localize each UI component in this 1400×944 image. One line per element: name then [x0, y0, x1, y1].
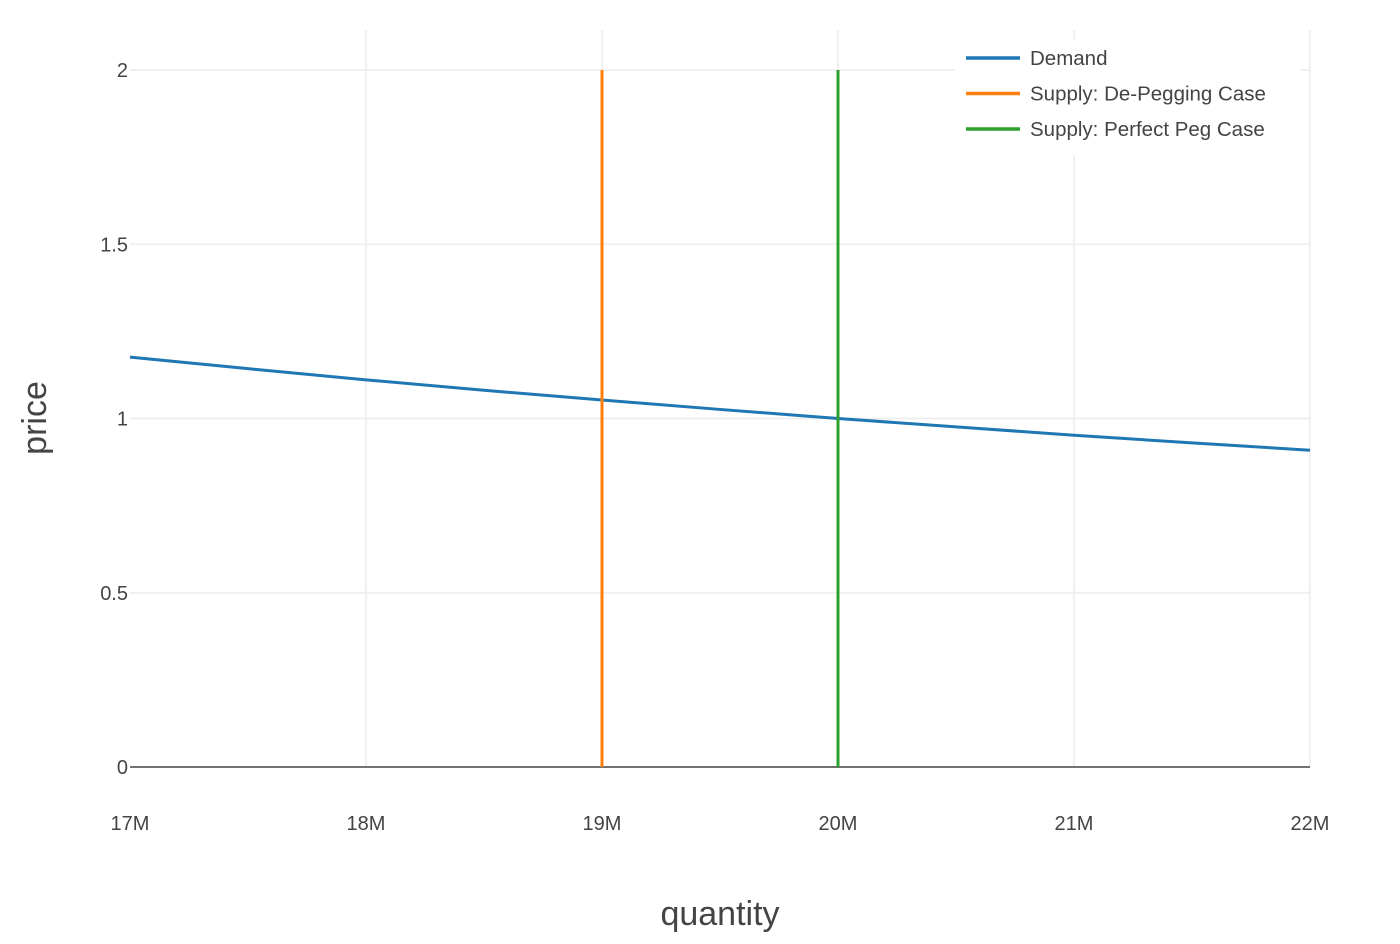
legend-label: Supply: De-Pegging Case	[1030, 83, 1266, 106]
y-tick-label: 0.5	[100, 583, 128, 605]
y-tick-label: 0	[117, 757, 128, 779]
legend-item[interactable]: Supply: De-Pegging Case	[966, 83, 1266, 106]
series-lines	[129, 70, 1311, 767]
x-tick-label: 18M	[347, 813, 386, 835]
tick-labels: 17M 18M 19M 20M 21M 22M 0 0.5 1 1.5 2	[100, 60, 1329, 835]
y-tick-label: 1	[117, 409, 128, 431]
y-axis-title: price	[16, 381, 54, 455]
x-tick-label: 17M	[111, 813, 150, 835]
y-tick-label: 2	[117, 60, 128, 82]
x-tick-label: 22M	[1291, 813, 1330, 835]
legend[interactable]: Demand Supply: De-Pegging Case Supply: Per…	[955, 40, 1300, 155]
series-line-demand	[129, 355, 1311, 452]
y-tick-label: 1.5	[100, 234, 128, 256]
x-tick-label: 21M	[1055, 813, 1094, 835]
x-axis-title: quantity	[660, 895, 779, 933]
x-tick-label: 20M	[819, 813, 858, 835]
x-tick-label: 19M	[583, 813, 622, 835]
legend-item[interactable]: Supply: Perfect Peg Case	[966, 118, 1265, 141]
legend-label: Supply: Perfect Peg Case	[1030, 118, 1265, 141]
legend-label: Demand	[1030, 47, 1108, 70]
legend-item[interactable]: Demand	[966, 47, 1108, 70]
